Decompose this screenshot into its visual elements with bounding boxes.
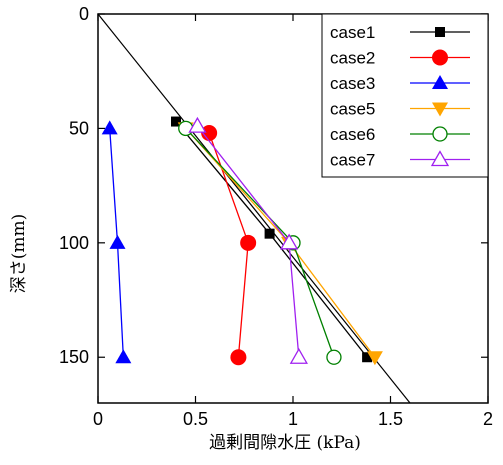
series-case1 [171, 116, 373, 363]
series-case6 [178, 120, 342, 365]
y-tick-label: 100 [59, 233, 89, 253]
data-point-case1 [171, 116, 181, 127]
series-line-case6 [185, 127, 335, 358]
x-tick-label: 1.5 [378, 409, 403, 429]
legend-label: case1 [330, 23, 375, 42]
x-tick-label: 1 [288, 409, 298, 429]
x-tick-label: 0.5 [183, 409, 208, 429]
data-point-case2 [230, 349, 247, 366]
data-point-case3 [109, 234, 126, 249]
y-axis-label: 深さ(mm) [9, 214, 29, 294]
y-tick-label: 50 [69, 118, 89, 138]
axes: 0 0.5 1 1.5 2 0 50 100 150 [59, 4, 493, 429]
data-point-case3 [115, 349, 132, 364]
data-point-case1 [362, 352, 373, 363]
x-tick-label: 0 [93, 409, 103, 429]
y-tick-label: 150 [59, 347, 89, 367]
legend-label: case3 [330, 74, 375, 93]
legend-box [321, 13, 489, 178]
data-point-case2 [240, 234, 257, 251]
legend-marker [432, 75, 448, 89]
x-tick-label: 2 [483, 409, 493, 429]
x-axis-label: 過剰間隙水圧 (kPa) [209, 433, 361, 453]
data-point-case7 [188, 116, 207, 133]
data-point-case7 [289, 347, 308, 364]
data-point-case6 [326, 349, 342, 365]
data-point-case2 [201, 124, 218, 141]
data-point-case7 [279, 233, 299, 250]
data-point-case5 [366, 351, 383, 366]
legend-label: case5 [330, 100, 375, 119]
data-point-case6 [178, 120, 194, 137]
data-point-case1 [264, 228, 275, 239]
plot-area [98, 14, 411, 403]
legend-label: case6 [330, 125, 375, 144]
data-point-case3 [101, 120, 118, 135]
y-tick-label: 0 [79, 4, 89, 24]
legend-label: case7 [330, 151, 375, 170]
legend-marker [430, 150, 450, 167]
legend-label: case2 [330, 49, 375, 68]
series-case7 [188, 116, 308, 364]
series-layer [101, 116, 383, 366]
legend-marker [432, 126, 448, 142]
legend: case1 case2 case3 case5 case6 case7 [321, 13, 489, 178]
series-case3 [101, 120, 132, 364]
legend-marker [435, 27, 445, 37]
legend-marker [432, 102, 448, 117]
reference-line [98, 14, 411, 403]
legend-marker [432, 49, 448, 66]
